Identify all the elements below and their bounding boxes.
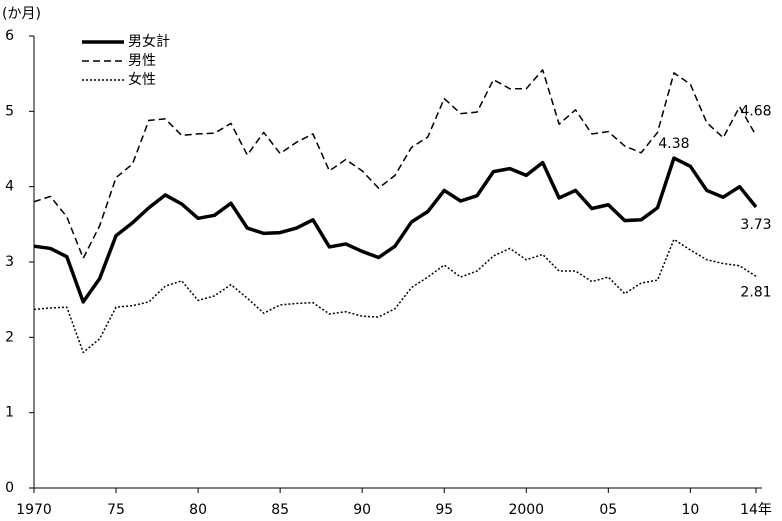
x-tick-label: 80 — [189, 502, 207, 518]
x-tick-label: 1970 — [16, 502, 52, 518]
value-label: 2.81 — [740, 284, 771, 300]
y-tick-label: 6 — [5, 28, 14, 44]
x-tick-label: 14年 — [740, 502, 772, 518]
y-tick-label: 1 — [5, 405, 14, 421]
y-tick-label: 4 — [5, 179, 14, 195]
y-tick-label: 5 — [5, 103, 14, 119]
x-tick-label: 75 — [107, 502, 125, 518]
x-tick-label: 85 — [271, 502, 289, 518]
series-line — [33, 69, 757, 259]
x-tick-label: 90 — [353, 502, 371, 518]
value-label: 3.73 — [740, 217, 771, 233]
y-tick-label: 2 — [5, 329, 14, 345]
series-line — [33, 238, 757, 354]
series-line — [33, 156, 758, 304]
y-tick-label: 0 — [5, 480, 14, 496]
legend-label: 女性 — [128, 71, 156, 88]
x-tick-label: 95 — [435, 502, 453, 518]
x-tick-label: 05 — [599, 502, 617, 518]
legend-label: 男女計 — [128, 33, 170, 50]
value-label: 4.38 — [658, 136, 689, 152]
y-tick-label: 3 — [5, 254, 14, 270]
legend-label: 男性 — [128, 53, 156, 69]
value-label: 4.68 — [740, 103, 771, 119]
x-tick-label: 2000 — [508, 502, 544, 518]
x-tick-label: 10 — [681, 502, 699, 518]
y-axis-label: (か月) — [2, 6, 41, 22]
